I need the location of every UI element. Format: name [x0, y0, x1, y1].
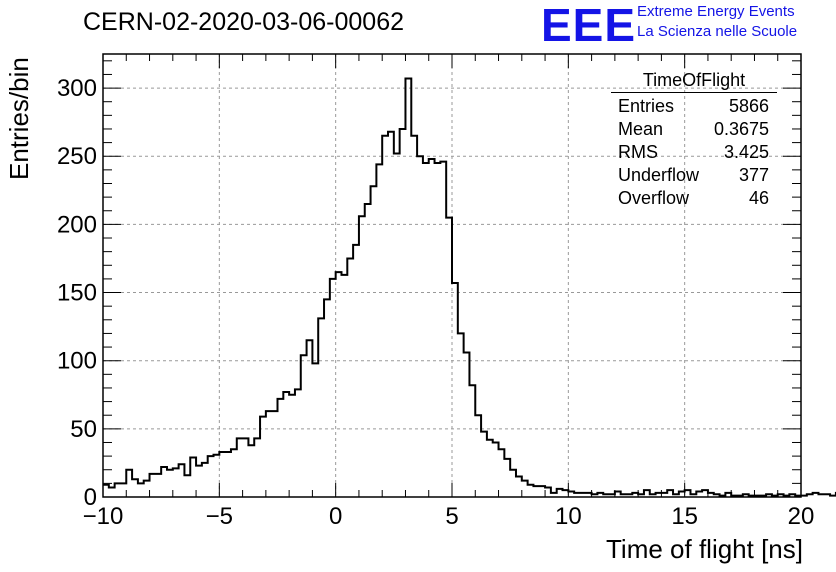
stats-row-rms: RMS 3.425	[611, 141, 777, 164]
x-axis-label: Time of flight [ns]	[606, 534, 803, 564]
stats-label: Entries	[618, 96, 675, 116]
y-tick-label: 250	[57, 143, 97, 170]
stats-value: 377	[738, 165, 769, 185]
y-axis-label: Entries/bin	[4, 57, 34, 180]
histogram	[103, 77, 836, 497]
y-tick-label: 50	[70, 416, 97, 443]
y-tick-label: 150	[57, 280, 97, 307]
stats-label: Underflow	[618, 165, 700, 185]
stats-title: TimeOfFlight	[611, 70, 777, 93]
x-tick-label: −5	[206, 503, 233, 530]
stats-label: Overflow	[618, 188, 690, 208]
plot-title: CERN-02-2020-03-06-00062	[83, 8, 405, 36]
stats-label: Mean	[618, 119, 664, 139]
eee-logo-line2: La Scienza nelle Scuole	[637, 23, 798, 40]
stats-value: 46	[748, 188, 769, 208]
x-tick-label: −10	[83, 503, 124, 530]
x-tick-label: 10	[555, 503, 582, 530]
stats-box: TimeOfFlight Entries 5866 Mean 0.3675 RM…	[611, 70, 777, 210]
x-tick-label: 5	[445, 503, 458, 530]
eee-logo-line1: Extreme Energy Events	[637, 3, 795, 20]
x-tick-label: 20	[788, 503, 815, 530]
eee-logo: EEE	[541, 0, 637, 51]
x-tick-label: 15	[671, 503, 698, 530]
stats-value: 5866	[728, 96, 769, 116]
stats-row-overflow: Overflow 46	[611, 187, 777, 210]
stats-value: 0.3675	[713, 119, 769, 139]
y-tick-label: 200	[57, 211, 97, 238]
stats-value: 3.425	[723, 142, 769, 162]
y-tick-label: 300	[57, 75, 97, 102]
y-tick-label: 100	[57, 348, 97, 375]
stats-label: RMS	[618, 142, 658, 162]
stats-row-mean: Mean 0.3675	[611, 118, 777, 141]
histogram-line	[103, 77, 836, 497]
x-tick-label: 0	[329, 503, 342, 530]
stats-row-entries: Entries 5866	[611, 95, 777, 118]
y-tick-label: 0	[84, 484, 97, 511]
stats-row-underflow: Underflow 377	[611, 164, 777, 187]
